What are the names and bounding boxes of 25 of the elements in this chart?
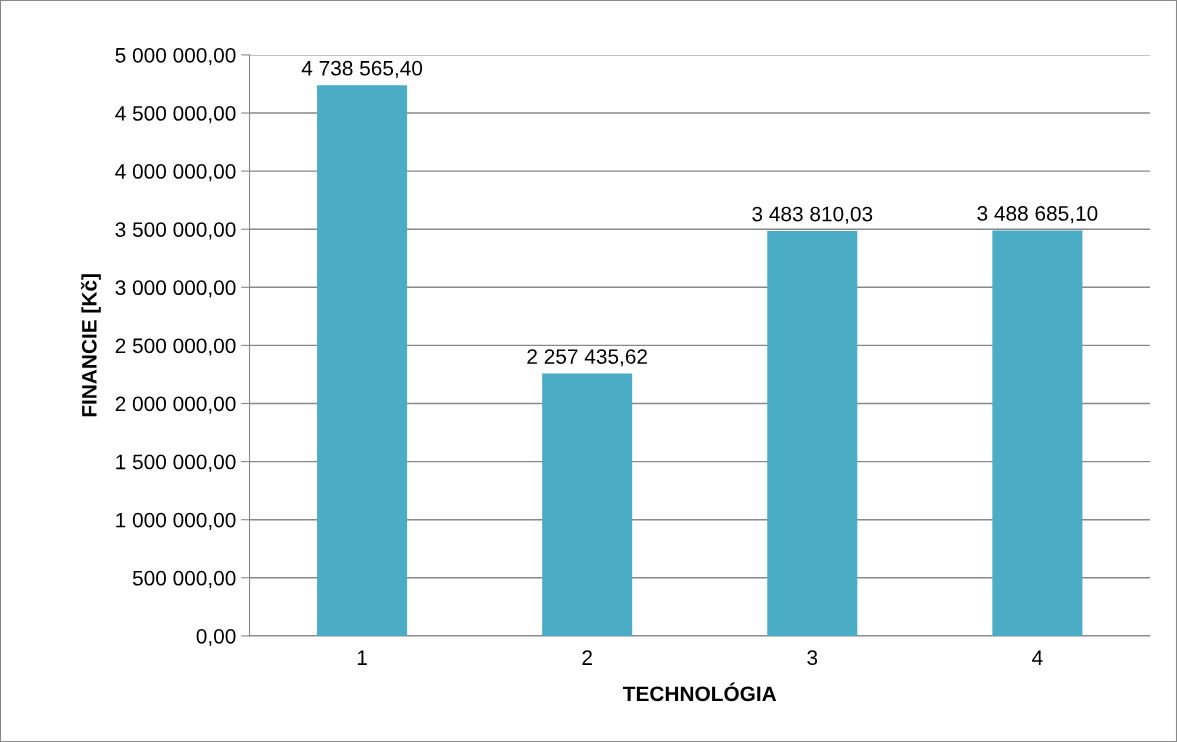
y-tick-label: 4 000 000,00 xyxy=(115,164,236,182)
y-tick-label: 0,00 xyxy=(196,628,236,647)
y-tick-label: 2 500 000,00 xyxy=(115,338,236,356)
data-label: 4 738 565,40 xyxy=(301,60,423,79)
data-label: 3 488 685,10 xyxy=(977,206,1098,224)
x-tick-label: 1 xyxy=(357,650,367,665)
y-tick-label: 1 000 000,00 xyxy=(116,512,236,530)
bar xyxy=(542,373,633,636)
y-tick-label: 3 500 000,00 xyxy=(115,222,236,240)
data-label: 2 257 435,62 xyxy=(527,349,647,367)
bar xyxy=(767,231,858,636)
bar xyxy=(992,230,1083,636)
y-tick-label: 2 000 000,00 xyxy=(115,396,236,414)
x-tick-label: 4 xyxy=(1032,650,1043,665)
y-tick-label: 5 000 000,00 xyxy=(115,47,236,66)
x-tick-label: 3 xyxy=(807,650,818,666)
y-tick-label: 500 000,00 xyxy=(132,570,236,589)
data-label: 3 483 810,03 xyxy=(752,206,873,224)
y-tick-label: 3 000 000,00 xyxy=(115,280,236,298)
x-axis-title: TECHNOLÓGIA xyxy=(623,682,777,702)
y-tick-label: 1 500 000,00 xyxy=(116,454,236,472)
x-tick-label: 2 xyxy=(582,650,592,665)
y-axis-title: FINANCIE [Kč] xyxy=(80,274,101,417)
bar xyxy=(317,85,408,636)
y-tick-label: 4 500 000,00 xyxy=(115,106,236,124)
